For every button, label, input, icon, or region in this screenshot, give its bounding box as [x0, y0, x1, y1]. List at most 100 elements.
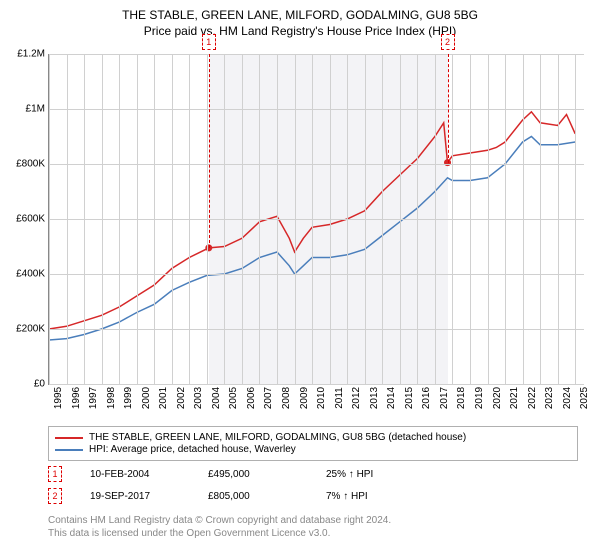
- legend: THE STABLE, GREEN LANE, MILFORD, GODALMI…: [48, 426, 578, 461]
- x-tick-label: 2016: [417, 387, 432, 409]
- gridline-v: [67, 54, 68, 384]
- x-tick-label: 2005: [224, 387, 239, 409]
- gridline-v: [365, 54, 366, 384]
- gridline-v: [102, 54, 103, 384]
- y-tick-label: £0: [34, 379, 49, 390]
- gridline-v: [189, 54, 190, 384]
- gridline-h: [49, 274, 584, 275]
- gridline-h: [49, 164, 584, 165]
- gridline-v: [470, 54, 471, 384]
- gridline-v: [435, 54, 436, 384]
- x-tick-label: 2019: [470, 387, 485, 409]
- gridline-v: [523, 54, 524, 384]
- gridline-v: [312, 54, 313, 384]
- legend-label-property: THE STABLE, GREEN LANE, MILFORD, GODALMI…: [89, 432, 466, 443]
- sale-marker-box: 1: [202, 34, 216, 50]
- annotation-table: 1 10-FEB-2004 £495,000 25% ↑ HPI 2 19-SE…: [48, 466, 416, 510]
- x-tick-label: 1998: [102, 387, 117, 409]
- x-tick-label: 2018: [452, 387, 467, 409]
- x-tick-label: 2011: [330, 387, 345, 409]
- gridline-v: [242, 54, 243, 384]
- gridline-v: [137, 54, 138, 384]
- x-tick-label: 2017: [435, 387, 450, 409]
- y-tick-label: £200K: [16, 324, 49, 335]
- gridline-v: [49, 54, 50, 384]
- y-tick-label: £800K: [16, 159, 49, 170]
- chart-container: THE STABLE, GREEN LANE, MILFORD, GODALMI…: [0, 0, 600, 560]
- gridline-v: [558, 54, 559, 384]
- gridline-v: [540, 54, 541, 384]
- x-tick-label: 2023: [540, 387, 555, 409]
- legend-swatch-property: [55, 437, 83, 439]
- gridline-v: [207, 54, 208, 384]
- x-tick-label: 2009: [295, 387, 310, 409]
- annotation-date: 10-FEB-2004: [90, 469, 180, 480]
- x-tick-label: 2012: [347, 387, 362, 409]
- x-tick-label: 2004: [207, 387, 222, 409]
- x-tick-label: 2014: [382, 387, 397, 409]
- legend-item-hpi: HPI: Average price, detached house, Wave…: [55, 444, 571, 455]
- sale-marker-line: [448, 54, 449, 163]
- y-tick-label: £1.2M: [17, 49, 49, 60]
- x-tick-label: 2002: [172, 387, 187, 409]
- annotation-delta: 7% ↑ HPI: [326, 491, 416, 502]
- x-tick-label: 2010: [312, 387, 327, 409]
- gridline-v: [295, 54, 296, 384]
- legend-label-hpi: HPI: Average price, detached house, Wave…: [89, 444, 296, 455]
- annotation-row: 1 10-FEB-2004 £495,000 25% ↑ HPI: [48, 466, 416, 482]
- plot-area: £0£200K£400K£600K£800K£1M£1.2M1995199619…: [48, 54, 584, 385]
- gridline-h: [49, 109, 584, 110]
- annotation-delta: 25% ↑ HPI: [326, 469, 416, 480]
- gridline-v: [452, 54, 453, 384]
- y-tick-label: £400K: [16, 269, 49, 280]
- sale-marker-line: [209, 54, 210, 248]
- gridline-v: [277, 54, 278, 384]
- footer: Contains HM Land Registry data © Crown c…: [48, 514, 391, 540]
- gridline-v: [172, 54, 173, 384]
- gridline-v: [400, 54, 401, 384]
- annotation-marker-2: 2: [48, 488, 62, 504]
- x-tick-label: 2015: [400, 387, 415, 409]
- x-tick-label: 2008: [277, 387, 292, 409]
- x-tick-label: 2025: [575, 387, 590, 409]
- gridline-h: [49, 329, 584, 330]
- gridline-h: [49, 219, 584, 220]
- x-tick-label: 2001: [154, 387, 169, 409]
- x-tick-label: 1996: [67, 387, 82, 409]
- sale-marker-box: 2: [441, 34, 455, 50]
- x-tick-label: 1995: [49, 387, 64, 409]
- footer-line-2: This data is licensed under the Open Gov…: [48, 527, 391, 540]
- title-block: THE STABLE, GREEN LANE, MILFORD, GODALMI…: [0, 0, 600, 38]
- gridline-v: [259, 54, 260, 384]
- x-tick-label: 2024: [558, 387, 573, 409]
- x-tick-label: 2007: [259, 387, 274, 409]
- gridline-v: [84, 54, 85, 384]
- legend-item-property: THE STABLE, GREEN LANE, MILFORD, GODALMI…: [55, 432, 571, 443]
- chart-title-address: THE STABLE, GREEN LANE, MILFORD, GODALMI…: [0, 8, 600, 22]
- gridline-v: [119, 54, 120, 384]
- x-tick-label: 2020: [488, 387, 503, 409]
- annotation-marker-1: 1: [48, 466, 62, 482]
- annotation-row: 2 19-SEP-2017 £805,000 7% ↑ HPI: [48, 488, 416, 504]
- gridline-v: [154, 54, 155, 384]
- gridline-v: [224, 54, 225, 384]
- x-tick-label: 2022: [523, 387, 538, 409]
- x-tick-label: 1997: [84, 387, 99, 409]
- gridline-h: [49, 54, 584, 55]
- x-tick-label: 2021: [505, 387, 520, 409]
- gridline-v: [347, 54, 348, 384]
- footer-line-1: Contains HM Land Registry data © Crown c…: [48, 514, 391, 527]
- x-tick-label: 2013: [365, 387, 380, 409]
- chart-subtitle: Price paid vs. HM Land Registry's House …: [0, 24, 600, 38]
- x-tick-label: 2000: [137, 387, 152, 409]
- y-tick-label: £1M: [26, 104, 49, 115]
- gridline-h: [49, 384, 584, 385]
- annotation-date: 19-SEP-2017: [90, 491, 180, 502]
- gridline-v: [417, 54, 418, 384]
- x-tick-label: 2003: [189, 387, 204, 409]
- gridline-v: [575, 54, 576, 384]
- x-tick-label: 1999: [119, 387, 134, 409]
- gridline-v: [488, 54, 489, 384]
- gridline-v: [505, 54, 506, 384]
- gridline-v: [330, 54, 331, 384]
